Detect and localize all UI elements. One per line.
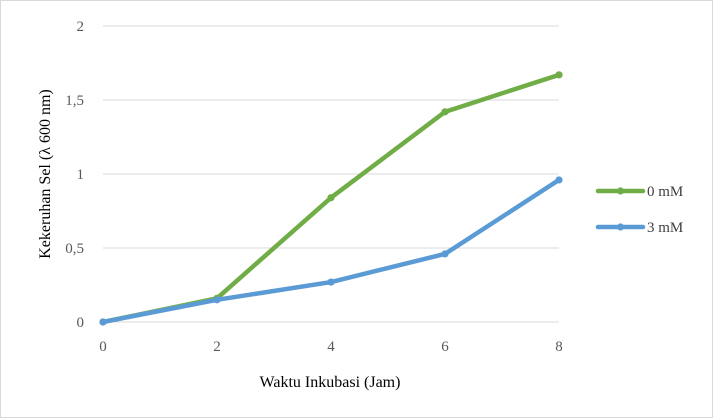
legend-marker: [616, 223, 625, 231]
legend-item-0: 0 mM: [595, 184, 683, 200]
x-tick-label: 2: [213, 339, 221, 355]
gridlines: [103, 25, 559, 323]
series-1: [99, 176, 563, 326]
y-tick-label: 1,5: [65, 93, 84, 109]
y-tick-label: 0: [77, 315, 85, 331]
data-point: [441, 250, 449, 258]
data-point: [555, 71, 563, 79]
y-axis-label: Kekeruhan Sel (λ 600 nm): [37, 89, 54, 259]
legend-label: 3 mM: [647, 220, 683, 236]
legend: 0 mM 3 mM: [595, 184, 683, 236]
legend-item-1: 3 mM: [595, 220, 683, 236]
y-tick-label: 0,5: [65, 241, 84, 257]
y-tick-label: 1: [77, 167, 85, 183]
legend-label: 0 mM: [647, 184, 683, 200]
x-tick-label: 4: [327, 339, 335, 355]
legend-marker: [616, 187, 625, 195]
y-axis-ticks: 0 0,5 1 1,5 2: [65, 19, 84, 331]
x-axis-label: Waktu Inkubasi (Jam): [260, 374, 401, 391]
x-tick-label: 0: [99, 339, 107, 355]
series-layer: [99, 71, 563, 326]
data-point: [441, 108, 449, 116]
series-0: [99, 71, 563, 326]
data-point: [99, 318, 107, 326]
x-tick-label: 6: [441, 339, 449, 355]
data-point: [555, 176, 563, 184]
data-point: [213, 296, 221, 304]
x-tick-label: 8: [555, 339, 563, 355]
data-point: [327, 278, 335, 286]
data-point: [327, 194, 335, 202]
x-axis-ticks: 0 2 4 6 8: [99, 339, 563, 355]
y-tick-label: 2: [77, 19, 85, 35]
